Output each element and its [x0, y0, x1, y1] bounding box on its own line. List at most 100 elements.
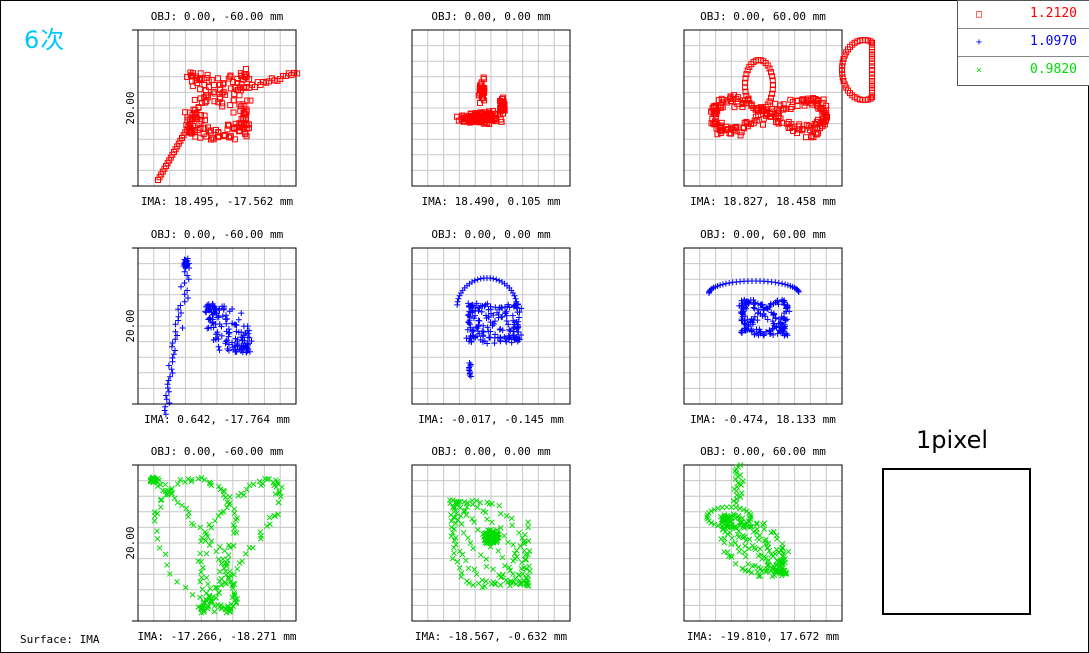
spot-point	[172, 336, 179, 343]
spot-point	[177, 476, 184, 483]
surface-label: Surface: IMA	[20, 633, 100, 646]
spot-point	[182, 584, 189, 591]
spot-point	[736, 527, 742, 534]
legend-wavelength-3: 0.9820	[1030, 62, 1077, 77]
spot-point	[784, 282, 791, 289]
spot-point	[500, 571, 506, 578]
spot-point	[515, 572, 522, 578]
spot-point	[207, 127, 214, 134]
spot-point	[162, 551, 169, 558]
y-axis-scale-label: 20.00	[124, 91, 137, 124]
spot-point	[516, 309, 523, 316]
spot-point	[775, 113, 782, 120]
spot-point	[510, 558, 517, 564]
spot-point	[188, 72, 195, 79]
spot-point	[197, 86, 204, 93]
spot-point	[521, 564, 527, 571]
spot-point	[721, 549, 727, 555]
spot-point	[165, 362, 172, 369]
spot-point	[217, 603, 223, 610]
spot-point	[776, 549, 782, 556]
spot-point	[230, 125, 237, 132]
spot-point	[729, 535, 735, 541]
spot-point	[210, 336, 217, 343]
spot-point	[467, 363, 474, 369]
spot-point	[728, 541, 735, 548]
spot-point	[795, 287, 802, 294]
spot-point	[243, 74, 250, 81]
spot-point	[172, 328, 179, 335]
spot-point	[210, 82, 217, 89]
spot-point	[472, 304, 479, 311]
spot-point	[219, 313, 226, 320]
spot-point	[218, 582, 225, 588]
spot-point	[744, 67, 751, 74]
spot-point	[779, 545, 785, 551]
spot-point	[294, 70, 301, 77]
spot-point	[751, 544, 758, 551]
spot-point	[773, 323, 780, 330]
spot-point	[755, 552, 762, 559]
spot-point	[169, 358, 176, 365]
spot-point	[513, 334, 520, 341]
spot-point	[202, 537, 209, 544]
spot-point	[458, 573, 465, 580]
spot-point	[175, 317, 182, 324]
spot-point	[274, 478, 281, 485]
spot-point	[216, 321, 223, 328]
spot-point	[453, 510, 460, 517]
spot-point	[704, 514, 710, 520]
spot-point	[185, 513, 192, 520]
legend-row-2: + 1.0970	[958, 29, 1089, 57]
spot-point	[470, 545, 476, 552]
spot-point	[732, 515, 739, 522]
spot-point	[507, 328, 514, 335]
spot-point	[466, 308, 473, 315]
spot-point	[450, 544, 457, 551]
spot-point	[497, 582, 504, 588]
spot-point	[230, 542, 237, 549]
spot-point	[783, 105, 790, 112]
plot-frame	[411, 464, 571, 622]
spot-point	[162, 403, 169, 410]
spot-point	[776, 327, 783, 334]
spot-point	[511, 292, 518, 299]
spot-point	[869, 70, 875, 77]
spot-point	[779, 119, 786, 126]
spot-point	[774, 536, 780, 542]
spot-point	[157, 497, 164, 503]
spot-point	[211, 608, 218, 615]
spot-point	[483, 556, 490, 563]
spot-point	[732, 523, 739, 530]
spot-point	[754, 317, 761, 324]
spot-point	[240, 115, 247, 122]
spot-point	[216, 578, 223, 584]
spot-point	[808, 97, 815, 104]
spot-point	[233, 529, 240, 536]
spot-point	[183, 505, 190, 512]
spot-point	[233, 599, 240, 605]
spot-point	[228, 601, 235, 607]
spot-point	[466, 580, 472, 587]
spot-point	[769, 77, 776, 84]
spot-point	[205, 316, 212, 323]
spot-point	[737, 494, 744, 500]
spot-point	[728, 524, 735, 530]
spot-point	[720, 514, 727, 521]
spot-point	[210, 324, 217, 331]
spot-point	[463, 512, 470, 518]
spot-point	[490, 534, 497, 541]
spot-point	[521, 578, 528, 585]
spot-point	[511, 550, 518, 557]
spot-point	[181, 291, 188, 298]
spot-point	[220, 132, 227, 139]
spot-diagram-3: OBJ: 0.00, 60.00 mm IMA: 18.827, 18.458 m…	[683, 10, 875, 208]
spot-point	[497, 525, 504, 531]
spot-point	[196, 76, 203, 83]
spot-point	[498, 314, 505, 321]
spot-point	[757, 573, 764, 579]
spot-diagram-4: 20.00 OBJ: 0.00, -60.00 mm IMA: 0.642, -17…	[124, 228, 297, 426]
spot-point	[208, 538, 215, 544]
spot-point	[521, 540, 528, 547]
spot-point	[167, 373, 174, 380]
